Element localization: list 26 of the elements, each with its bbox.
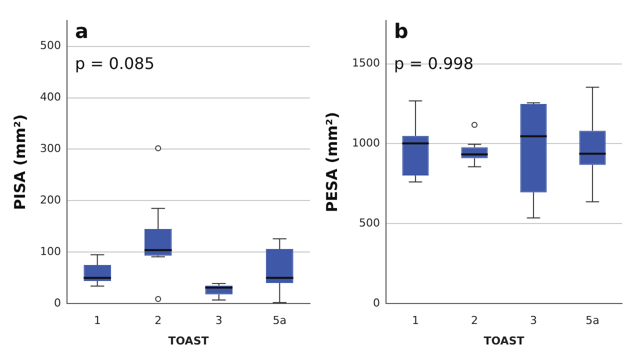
- y-tick-label: 200: [40, 194, 61, 207]
- y-tick-label: 500: [358, 216, 380, 230]
- x-tick-label: 5a: [586, 314, 600, 328]
- x-tick-label: 1: [412, 314, 419, 328]
- x-axis-title: TOAST: [484, 334, 525, 348]
- x-tick-label: 3: [215, 314, 222, 328]
- x-tick-label: 3: [530, 314, 537, 328]
- y-tick-label: 500: [40, 39, 61, 52]
- y-axis-title: PESA (mm²): [322, 112, 341, 212]
- x-tick-label: 5a: [272, 314, 286, 328]
- chart-title: b: [394, 18, 408, 43]
- x-axis-title: TOAST: [168, 334, 210, 348]
- annotation: p = 0.998: [394, 54, 474, 73]
- annotation: p = 0.085: [74, 54, 155, 73]
- chart-title: a: [74, 18, 88, 43]
- y-tick-label: 100: [40, 245, 61, 258]
- y-tick-label: 0: [372, 296, 380, 310]
- x-tick-label: 2: [470, 314, 478, 328]
- y-tick-label: 1500: [352, 56, 380, 70]
- x-tick-label: 1: [94, 314, 101, 328]
- y-tick-label: 1000: [352, 136, 380, 150]
- y-tick-label: 300: [40, 142, 61, 156]
- x-tick-label: 2: [154, 314, 162, 328]
- y-tick-label: 0: [54, 296, 61, 310]
- y-tick-label: 400: [40, 90, 61, 104]
- y-axis-title: PISA (mm²): [10, 114, 29, 210]
